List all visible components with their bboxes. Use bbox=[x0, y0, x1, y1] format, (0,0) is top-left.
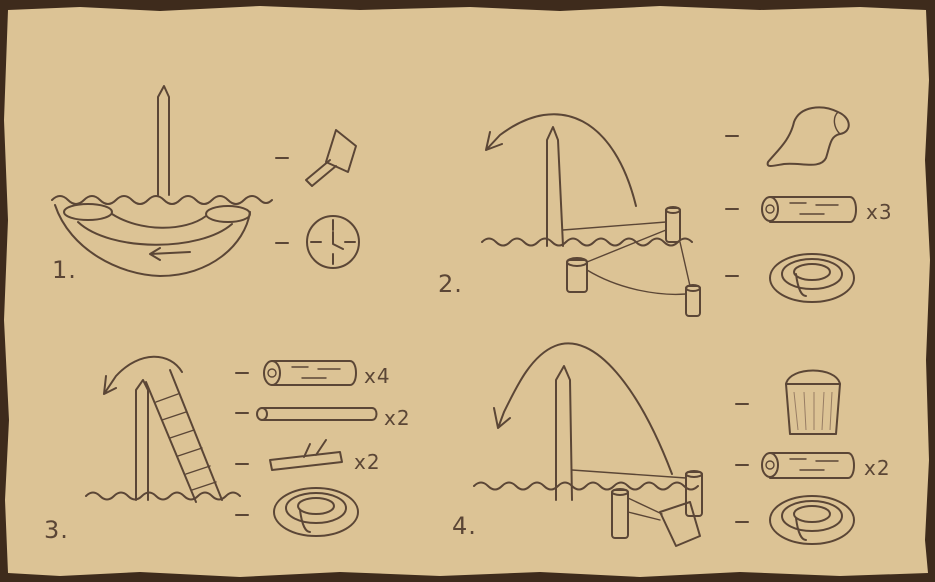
log-icon-step4 bbox=[735, 452, 855, 479]
step-4-log-multiplier: x2 bbox=[864, 456, 891, 480]
rope-coil-icon-step4 bbox=[735, 495, 855, 545]
step-3-log-multiplier: x4 bbox=[364, 364, 391, 388]
branch-icon bbox=[235, 439, 343, 471]
clock-icon bbox=[275, 215, 360, 269]
step-2-diagram bbox=[481, 113, 701, 317]
step-3-diagram bbox=[85, 355, 241, 503]
bucket-icon bbox=[735, 369, 841, 435]
rope-coil-icon-step2 bbox=[725, 253, 855, 303]
step-3-branch-multiplier: x2 bbox=[354, 450, 381, 474]
step-4-number: 4. bbox=[452, 512, 477, 540]
cloth-icon bbox=[725, 106, 850, 167]
log-icon-step3 bbox=[235, 360, 357, 386]
rope-coil-icon-step3 bbox=[235, 487, 359, 537]
step-2-log-multiplier: x3 bbox=[866, 200, 893, 224]
step-1-number: 1. bbox=[52, 256, 77, 284]
step-1-diagram bbox=[51, 85, 273, 277]
pole-icon bbox=[235, 407, 378, 421]
step-4-diagram bbox=[473, 342, 703, 547]
step-3-pole-multiplier: x2 bbox=[384, 406, 411, 430]
step-3-number: 3. bbox=[44, 516, 69, 544]
shovel-icon bbox=[275, 129, 357, 187]
log-icon-step2 bbox=[725, 196, 857, 223]
step-2-number: 2. bbox=[438, 270, 463, 298]
